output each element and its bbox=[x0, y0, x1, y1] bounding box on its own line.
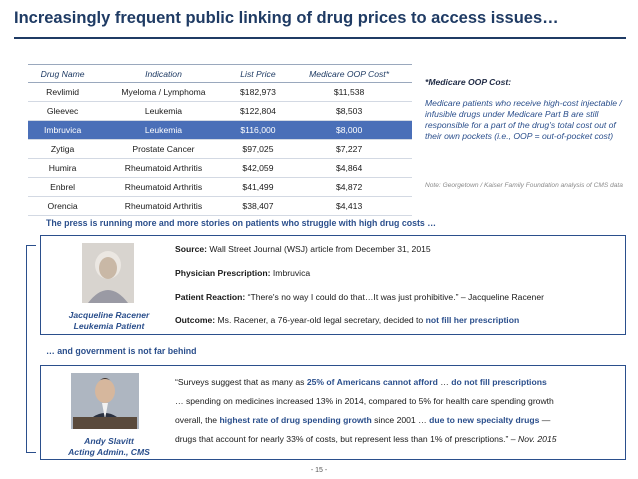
quote-line-3: overall, the highest rate of drug spendi… bbox=[175, 411, 621, 429]
official-role: Acting Admin., CMS bbox=[68, 447, 150, 457]
patient-story-box bbox=[40, 235, 626, 335]
cell-indication: Myeloma / Lymphoma bbox=[97, 82, 230, 102]
outcome-line: Outcome: Ms. Racener, a 76-year-old lega… bbox=[175, 315, 519, 325]
cell-oop: $8,000 bbox=[286, 120, 412, 140]
oop-note: *Medicare OOP Cost: Medicare patients wh… bbox=[425, 77, 625, 142]
table-header-row: Drug Name Indication List Price Medicare… bbox=[28, 64, 412, 83]
cell-oop: $8,503 bbox=[286, 101, 412, 121]
official-photo bbox=[71, 373, 139, 429]
prescription-line: Physician Prescription: Imbruvica bbox=[175, 268, 310, 278]
cell-drug: Imbruvica bbox=[28, 120, 98, 140]
page-title: Increasingly frequent public linking of … bbox=[14, 9, 559, 27]
cell-drug: Humira bbox=[28, 158, 98, 178]
reaction-text: “There's no way I could do that…It was j… bbox=[247, 292, 544, 302]
quote-text: drugs that account for nearly 33% of cos… bbox=[175, 434, 516, 444]
drug-price-table: Drug Name Indication List Price Medicare… bbox=[28, 64, 412, 216]
quote-text: since 2001 … bbox=[374, 415, 427, 425]
quote-emphasis: highest rate of drug spending growth bbox=[219, 415, 372, 425]
cell-price: $41,499 bbox=[229, 177, 287, 197]
cell-drug: Gleevec bbox=[28, 101, 98, 121]
quote-line-4: drugs that account for nearly 33% of cos… bbox=[175, 430, 621, 448]
government-heading: … and government is not far behind bbox=[46, 346, 197, 356]
patient-name: Jacqueline Racener bbox=[68, 310, 150, 320]
cell-price: $116,000 bbox=[229, 120, 287, 140]
source-line: Source: Wall Street Journal (WSJ) articl… bbox=[175, 244, 431, 254]
cell-indication: Rheumatoid Arthritis bbox=[97, 158, 230, 178]
quote-text: overall, the bbox=[175, 415, 218, 425]
cell-drug: Revlimid bbox=[28, 82, 98, 102]
outcome-label: Outcome: bbox=[175, 315, 216, 325]
cell-indication: Prostate Cancer bbox=[97, 139, 230, 159]
quote-emphasis: due to new specialty drugs bbox=[429, 415, 540, 425]
reaction-label: Patient Reaction: bbox=[175, 292, 246, 302]
table-row: Enbrel Rheumatoid Arthritis $41,499 $4,8… bbox=[28, 177, 412, 197]
quote-line-2: … spending on medicines increased 13% in… bbox=[175, 392, 621, 410]
patient-photo bbox=[82, 243, 134, 303]
prescription-text: Imbruvica bbox=[272, 268, 311, 278]
title-divider bbox=[14, 37, 626, 39]
table-row-highlighted: Imbruvica Leukemia $116,000 $8,000 bbox=[28, 120, 412, 140]
quote-text: … bbox=[440, 377, 449, 387]
quote-emphasis: 25% of Americans cannot afford bbox=[306, 377, 438, 387]
cell-indication: Leukemia bbox=[97, 120, 230, 140]
cell-indication: Leukemia bbox=[97, 101, 230, 121]
table-row: Humira Rheumatoid Arthritis $42,059 $4,8… bbox=[28, 158, 412, 178]
note-title: *Medicare OOP Cost: bbox=[425, 77, 512, 87]
header-list-price: List Price bbox=[229, 64, 287, 83]
cell-price: $182,973 bbox=[229, 82, 287, 102]
cell-price: $38,407 bbox=[229, 196, 287, 216]
outcome-emphasis: not fill her prescription bbox=[425, 315, 520, 325]
cell-oop: $11,538 bbox=[286, 82, 412, 102]
table-row: Orencia Rheumatoid Arthritis $38,407 $4,… bbox=[28, 196, 412, 216]
patient-role: Leukemia Patient bbox=[73, 321, 145, 331]
quote-date: Nov. 2015 bbox=[517, 434, 557, 444]
page-number: - 15 - bbox=[310, 467, 328, 474]
cell-drug: Orencia bbox=[28, 196, 98, 216]
cell-indication: Rheumatoid Arthritis bbox=[97, 196, 230, 216]
header-drug-name: Drug Name bbox=[28, 64, 98, 83]
cell-drug: Zytiga bbox=[28, 139, 98, 159]
header-medicare-oop: Medicare OOP Cost* bbox=[286, 64, 412, 83]
outcome-text: Ms. Racener, a 76-year-old legal secreta… bbox=[217, 315, 424, 325]
source-label: Source: bbox=[175, 244, 207, 254]
cell-oop: $4,413 bbox=[286, 196, 412, 216]
patient-caption: Jacqueline Racener Leukemia Patient bbox=[44, 310, 174, 332]
header-indication: Indication bbox=[97, 64, 230, 83]
cell-oop: $4,864 bbox=[286, 158, 412, 178]
quote-emphasis: do not fill prescriptions bbox=[451, 377, 547, 387]
cell-price: $122,804 bbox=[229, 101, 287, 121]
cell-oop: $7,227 bbox=[286, 139, 412, 159]
government-quote-box bbox=[40, 365, 626, 460]
reaction-line: Patient Reaction: “There's no way I coul… bbox=[175, 292, 544, 302]
cell-price: $97,025 bbox=[229, 139, 287, 159]
prescription-label: Physician Prescription: bbox=[175, 268, 271, 278]
official-name: Andy Slavitt bbox=[84, 436, 134, 446]
quote-text: — bbox=[541, 415, 551, 425]
quote-text: … spending on medicines increased 13% in… bbox=[175, 396, 554, 406]
press-heading: The press is running more and more stori… bbox=[46, 218, 437, 228]
cell-indication: Rheumatoid Arthritis bbox=[97, 177, 230, 197]
quote-line-1: “Surveys suggest that as many as 25% of … bbox=[175, 373, 621, 391]
cell-price: $42,059 bbox=[229, 158, 287, 178]
table-row: Zytiga Prostate Cancer $97,025 $7,227 bbox=[28, 139, 412, 159]
note-body: Medicare patients who receive high-cost … bbox=[425, 98, 622, 141]
table-row: Revlimid Myeloma / Lymphoma $182,973 $11… bbox=[28, 82, 412, 102]
table-row: Gleevec Leukemia $122,804 $8,503 bbox=[28, 101, 412, 121]
official-caption: Andy Slavitt Acting Admin., CMS bbox=[44, 436, 174, 458]
source-text: Wall Street Journal (WSJ) article from D… bbox=[209, 244, 431, 254]
section-bracket bbox=[26, 245, 36, 453]
cell-oop: $4,872 bbox=[286, 177, 412, 197]
note-source: Note: Georgetown / Kaiser Family Foundat… bbox=[425, 182, 623, 189]
quote-text: “Surveys suggest that as many as bbox=[175, 377, 305, 387]
cell-drug: Enbrel bbox=[28, 177, 98, 197]
